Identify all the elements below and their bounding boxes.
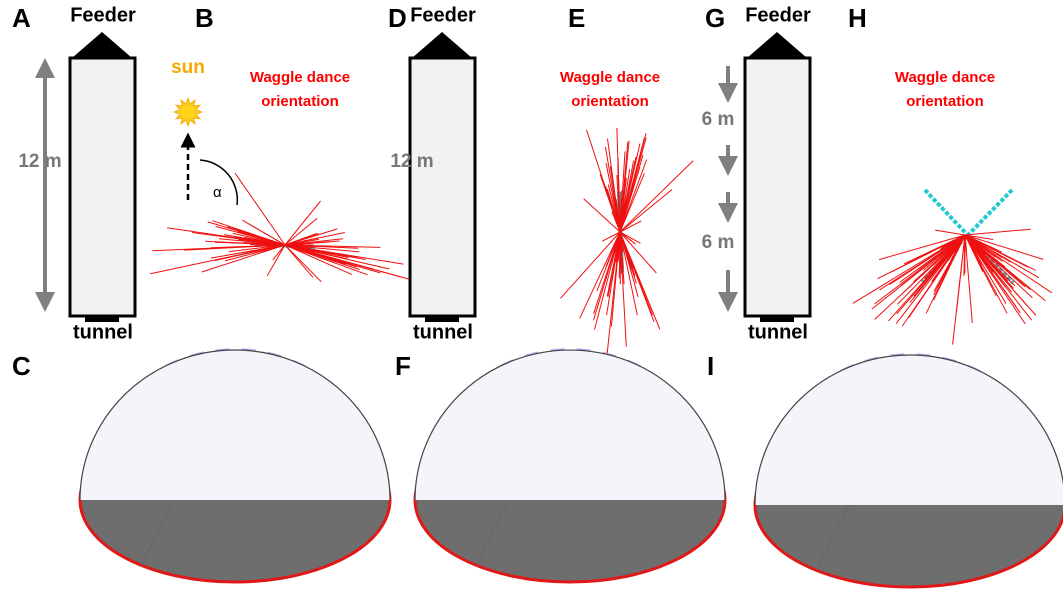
dance-ray (285, 245, 352, 275)
dome (415, 350, 725, 500)
panel-label: G (705, 3, 725, 33)
panel-label: D (388, 3, 407, 33)
distance-label: 6 m (702, 109, 735, 130)
dance-ray (620, 232, 653, 315)
dome (80, 350, 390, 500)
distance-label: 6 m (702, 232, 735, 253)
dome (755, 355, 1063, 505)
tunnel-label: tunnel (73, 321, 133, 343)
dance-ray (235, 173, 285, 245)
tunnel-box (70, 58, 135, 316)
dance-title: Waggle dance (250, 69, 350, 86)
tunnel-label: tunnel (413, 321, 473, 343)
panel-label: E (568, 3, 585, 33)
panel-label: I (707, 351, 714, 381)
dance-title: orientation (571, 93, 649, 110)
dance-title: Waggle dance (560, 69, 660, 86)
angle-label: α (213, 184, 222, 201)
panel-label: H (848, 3, 867, 33)
dance-ray (897, 235, 965, 314)
panel-label: C (12, 351, 31, 381)
tunnel-box (410, 58, 475, 316)
figure: A B C D E F G H I Feeder tunnel 12 m Fee… (0, 0, 1063, 595)
feeder-label: Feeder (745, 4, 811, 26)
tunnel-box (745, 58, 810, 316)
panel-label: A (12, 3, 31, 33)
dance-ray (285, 218, 317, 245)
dance-title: orientation (906, 93, 984, 110)
dance-ray (935, 230, 965, 235)
feeder-label: Feeder (410, 4, 476, 26)
distance-label: 12 m (390, 151, 433, 172)
distance-label: 12 m (18, 151, 61, 172)
dance-title: orientation (261, 93, 339, 110)
sun-rays (174, 98, 201, 125)
panel-label: B (195, 3, 214, 33)
feeder-label: Feeder (70, 4, 136, 26)
dance-title: Waggle dance (895, 69, 995, 86)
sun-label: sun (171, 57, 205, 78)
tunnel-label: tunnel (748, 321, 808, 343)
panel-label: F (395, 351, 411, 381)
dance-ray (902, 235, 965, 326)
dance-ray (580, 232, 620, 318)
